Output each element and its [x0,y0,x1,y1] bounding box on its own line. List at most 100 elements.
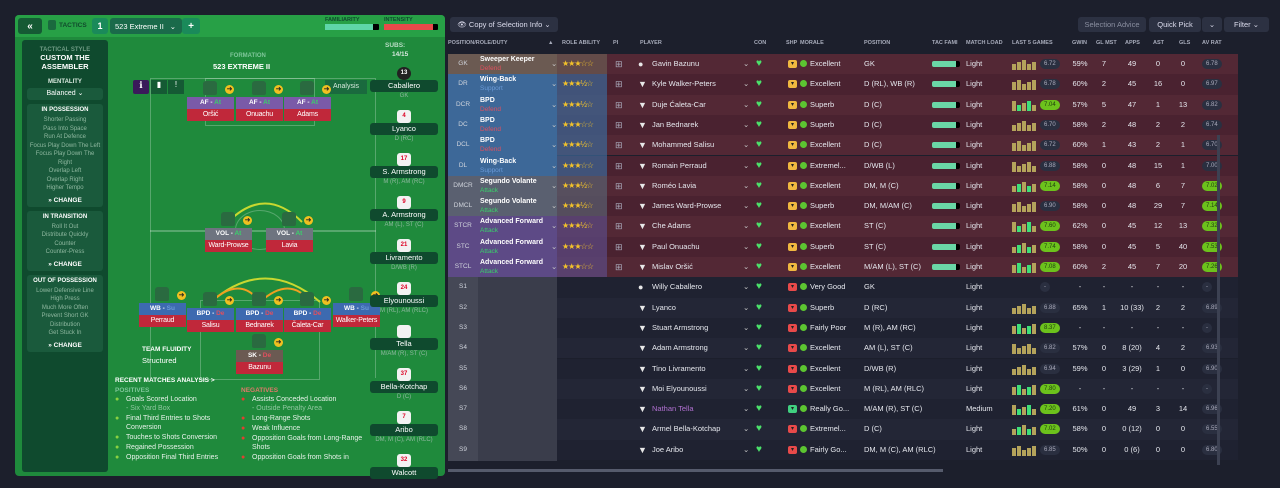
role-cell[interactable] [478,155,557,177]
player-name[interactable]: Mohammed Salisu [652,140,715,150]
pitch-player-card[interactable]: AF - At Oršić [187,97,234,121]
player-dropdown-icon[interactable]: ⌄ [743,99,750,109]
player-name[interactable]: Walker-Peters [333,315,380,327]
player-instructions-icon[interactable]: ⊞ [615,140,623,151]
role-cell[interactable] [478,135,557,157]
familiarity-bar[interactable] [325,24,379,30]
table-row[interactable]: DMCL Segundo Volante Attack ⌄ ★★★½☆ ⊞ ▼ James W… [448,196,1238,218]
player-instructions-icon[interactable]: ⊞ [615,59,623,69]
player-name[interactable]: Willy Caballero [652,282,703,292]
column-header[interactable]: GL MST [1096,40,1117,46]
player-dropdown-icon[interactable]: ⌄ [743,404,750,414]
column-header[interactable]: AST [1153,40,1164,46]
player-name[interactable]: Bednarek [236,320,283,332]
table-row[interactable]: DCL BPD Defend ⌄ ★★★½☆ ⊞ ▼ Mohammed Salisu ⌄ ♥ ▾ Ex… [448,135,1238,157]
quick-pick-dropdown[interactable]: ⌄ [1202,17,1222,32]
player-name[interactable]: Jan Bednarek [652,119,699,129]
player-instructions-icon[interactable]: ⊞ [615,221,623,232]
sub-name[interactable]: Livramento [370,252,438,264]
player-name[interactable]: Joe Aribo [652,444,684,454]
column-header[interactable]: CON [754,40,767,46]
role-duty[interactable]: SK - De [236,350,283,362]
player-name[interactable]: Duje Ćaleta-Car [652,99,706,109]
role-dropdown-icon[interactable]: ⌄ [551,79,558,89]
player-instructions-icon[interactable]: ⊞ [615,180,623,191]
role-cell[interactable] [478,74,557,96]
player-instructions-icon[interactable]: ⊞ [615,201,623,212]
sub-name[interactable]: Walcott [370,467,438,479]
role-dropdown-icon[interactable]: ⌄ [551,201,558,211]
player-name[interactable]: Adam Armstrong [652,343,708,353]
role-dropdown-icon[interactable]: ⌄ [551,99,558,109]
player-name[interactable]: Armel Bella-Kotchap [652,424,721,434]
sub-name[interactable]: Bella-Kotchap [370,381,438,393]
quick-pick-button[interactable]: Quick Pick [1149,17,1201,32]
role-duty[interactable]: VOL - At [266,228,313,240]
player-name[interactable]: Gavin Bazunu [652,59,700,68]
mentality-dropdown[interactable]: Balanced ⌄ [27,88,103,100]
sub-name[interactable]: Aribo [370,424,438,436]
pitch-player-card[interactable]: SK - De Bazunu [236,350,283,374]
pitch-player-card[interactable]: VOL - At Lavia [266,228,313,252]
change-button[interactable]: » CHANGE [29,261,101,268]
player-dropdown-icon[interactable]: ⌄ [743,302,750,312]
role-duty[interactable]: Sweeper Keeper Defend [480,55,550,73]
table-row[interactable]: STCL Advanced Forward Attack ⌄ ★★★☆☆ ⊞ ▼ Mislav… [448,257,1238,278]
role-duty[interactable]: VOL - At [205,228,252,240]
change-button[interactable]: » CHANGE [29,342,101,349]
role-duty[interactable]: BPD - De [284,308,331,320]
column-header[interactable]: PLAYER [640,40,662,46]
sub-player[interactable]: 37 Bella-Kotchap D (C) [370,368,438,400]
player-dropdown-icon[interactable]: ⌄ [743,282,750,292]
pitch-player-card[interactable]: AF - At Adams [284,97,331,121]
player-instructions-icon[interactable]: ⊞ [615,119,623,130]
role-duty[interactable]: BPD Defend [480,136,550,154]
sub-player[interactable]: 21 Livramento D/WB (R) [370,239,438,271]
player-dropdown-icon[interactable]: ⌄ [743,424,750,434]
player-name[interactable]: Nathan Tella [652,404,694,414]
column-header[interactable]: GLS [1179,40,1191,46]
column-header[interactable]: PI [613,40,619,46]
table-row[interactable]: DCR BPD Defend ⌄ ★★★½☆ ⊞ ▼ Duje Ćaleta-Car ⌄ ♥ ▾ Su… [448,94,1238,116]
role-cell[interactable] [478,175,557,197]
vertical-scrollbar[interactable] [1217,135,1220,465]
player-name[interactable]: Salisu [187,320,234,332]
table-row[interactable]: STCR Advanced Forward Attack ⌄ ★★★½☆ ⊞ ▼ Che Ad… [448,216,1238,238]
player-dropdown-icon[interactable]: ⌄ [743,119,750,129]
role-duty[interactable]: Segundo Volante Attack [480,197,550,215]
player-name[interactable]: Adams [284,109,331,121]
player-instructions-icon[interactable]: ⊞ [615,160,623,171]
player-name[interactable]: Roméo Lavia [652,180,697,190]
role-dropdown-icon[interactable]: ⌄ [551,59,558,68]
sub-player[interactable]: Tella M/AM (R), ST (C) [370,325,438,357]
player-dropdown-icon[interactable]: ⌄ [743,322,750,332]
role-dropdown-icon[interactable]: ⌄ [551,241,558,251]
table-row[interactable]: DR Wing-Back Support ⌄ ★★★½☆ ⊞ ▼ Kyle Walker-Pe… [448,74,1238,96]
tactic-selector[interactable]: 523 Extreme II ⌄ [110,18,182,34]
table-row[interactable]: S4 ▼ Adam Armstrong ⌄ ♥ ▾ Excellent AM (L), ST … [448,338,1238,360]
player-name[interactable]: Tino Livramento [652,363,706,373]
sort-icon[interactable]: ▲ [548,40,554,46]
table-row[interactable]: S7 ▼ Nathan Tella ⌄ ♥ ▾ Really Go... M/AM (R), … [448,399,1238,421]
stats-icon[interactable]: ▮ [151,80,167,94]
player-dropdown-icon[interactable]: ⌄ [743,79,750,89]
role-duty[interactable]: BPD Defend [480,116,550,134]
role-duty[interactable]: Wing-Back Support [480,75,550,93]
role-duty[interactable]: WB - Su [333,303,380,315]
role-duty[interactable]: Advanced Forward Attack [480,258,550,276]
sub-name[interactable]: S. Armstrong [370,166,438,178]
analysis-title[interactable]: RECENT MATCHES ANALYSIS > [115,377,215,384]
table-row[interactable]: S2 ▼ Lyanco ⌄ ♥ ▾ Superb D (RC) Light 6.88 65% 1 10 … [448,297,1238,319]
tactics-tab[interactable]: TACTICS [59,22,87,29]
player-name[interactable]: Lyanco [652,302,676,312]
column-header[interactable]: APPS [1125,40,1140,46]
player-name[interactable]: Onuachu [236,109,283,121]
role-cell[interactable] [478,196,557,218]
alert-icon[interactable]: ! [168,80,184,94]
role-dropdown-icon[interactable]: ⌄ [551,262,558,271]
player-name[interactable]: James Ward-Prowse [652,201,722,211]
sub-player[interactable]: 32 Walcott [370,454,438,480]
pitch-player-card[interactable]: BPD - De Salisu [187,308,234,332]
role-dropdown-icon[interactable]: ⌄ [551,119,558,129]
column-header[interactable]: ROLE ABILITY [562,40,600,46]
